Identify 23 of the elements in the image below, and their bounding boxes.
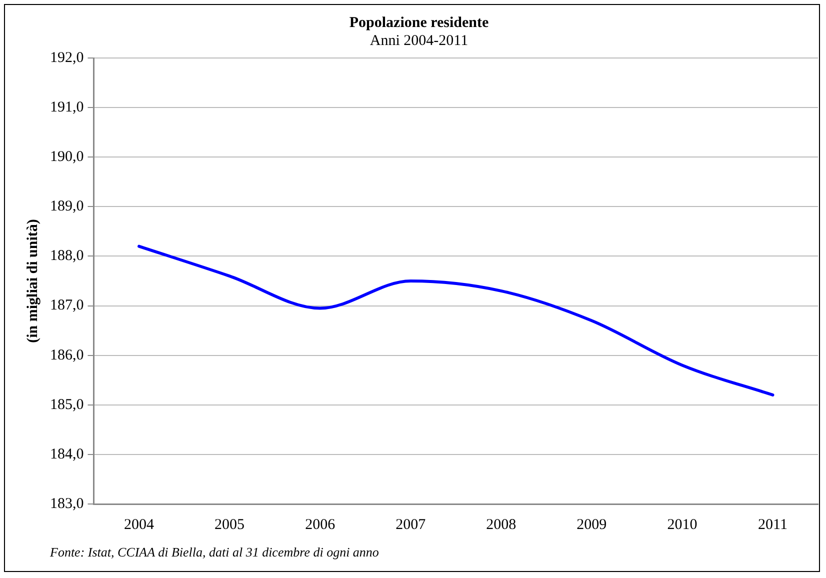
- chart-title: Popolazione residente: [349, 14, 489, 31]
- x-tick-label: 2008: [486, 516, 516, 533]
- y-tick-label: 183,0: [50, 496, 84, 512]
- y-tick-label: 187,0: [50, 298, 84, 314]
- x-tick-label: 2011: [758, 516, 788, 533]
- y-tick-label: 186,0: [50, 347, 84, 364]
- x-tick-label: 2009: [576, 516, 607, 533]
- source-note: Fonte: Istat, CCIAA di Biella, dati al 31 dicembre di ogni anno: [49, 544, 380, 560]
- y-tick-label: 185,0: [50, 396, 84, 413]
- x-tick-label: 2005: [214, 516, 245, 533]
- y-tick-label: 191,0: [50, 99, 84, 116]
- x-tick-label: 2006: [305, 516, 336, 533]
- x-tick-label: 2004: [124, 516, 155, 533]
- y-tick-label: 188,0: [50, 248, 84, 264]
- chart-subtitle: Anni 2004-2011: [370, 32, 468, 49]
- y-axis-title: (in migliai di unità): [24, 219, 41, 343]
- x-tick-label: 2010: [667, 516, 698, 533]
- x-tick-label: 2007: [396, 516, 426, 533]
- y-tick-label: 192,0: [50, 50, 84, 66]
- y-tick-label: 189,0: [50, 198, 84, 215]
- y-tick-label: 190,0: [50, 149, 84, 166]
- line-series: [138, 244, 774, 396]
- y-tick-label: 184,0: [50, 446, 84, 462]
